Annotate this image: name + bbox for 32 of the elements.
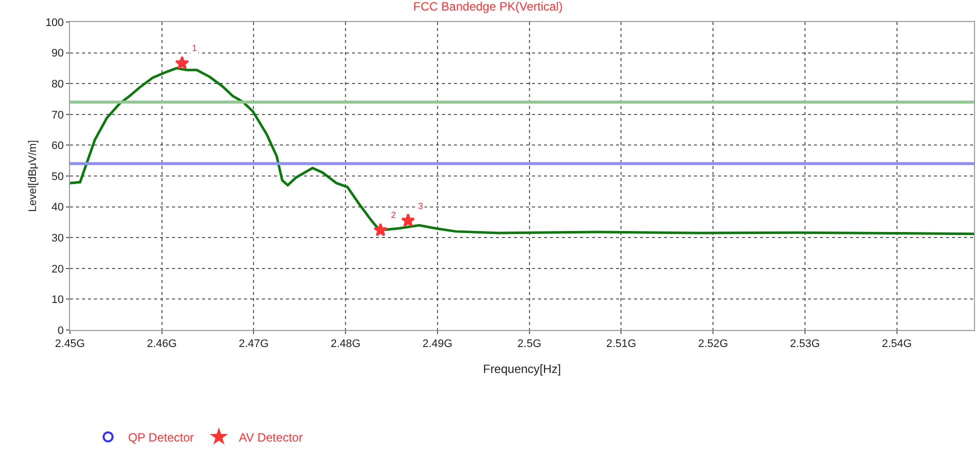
x-tick-label: 2.47G	[238, 338, 269, 350]
x-tick-label: 2.54G	[882, 338, 912, 350]
y-tick-label: 30	[52, 232, 64, 244]
point	[401, 213, 416, 227]
legend-label: QP Detector	[128, 430, 194, 445]
annotation: 2	[391, 210, 396, 220]
point	[374, 222, 388, 236]
x-axis-title: Frequency[Hz]	[482, 362, 562, 376]
y-tick-label: 10	[52, 294, 64, 306]
point	[175, 56, 190, 70]
y-axis-title: Level[dBμV/m]	[27, 140, 40, 212]
x-tick-label: 2.46G	[146, 338, 177, 350]
y-tick-label: 50	[52, 170, 64, 183]
x-tick-label: 2.45G	[55, 338, 85, 350]
annotation: 1	[192, 43, 198, 53]
chart-title: FCC Bandedge PK(Vertical)	[413, 0, 563, 14]
annotation: 3	[418, 201, 424, 211]
x-tick-label: 2.53G	[790, 338, 820, 350]
x-tick-label: 2.5G	[517, 338, 542, 350]
x-tick-label: 2.51G	[606, 338, 636, 350]
y-tick-label: 40	[52, 202, 64, 214]
x-tick-label: 2.48G	[330, 338, 361, 350]
y-tick-label: 20	[52, 263, 64, 276]
x-tick-label: 2.49G	[422, 338, 452, 350]
y-tick-label: 70	[52, 109, 64, 122]
legend-label: AV Detector	[238, 430, 303, 445]
y-tick-label: 90	[52, 48, 64, 60]
y-tick-label: 80	[52, 78, 64, 90]
y-tick-label: 100	[45, 16, 64, 29]
y-tick-label: 0	[58, 324, 64, 337]
x-tick-label: 2.52G	[698, 338, 728, 350]
y-tick-label: 60	[52, 140, 64, 152]
